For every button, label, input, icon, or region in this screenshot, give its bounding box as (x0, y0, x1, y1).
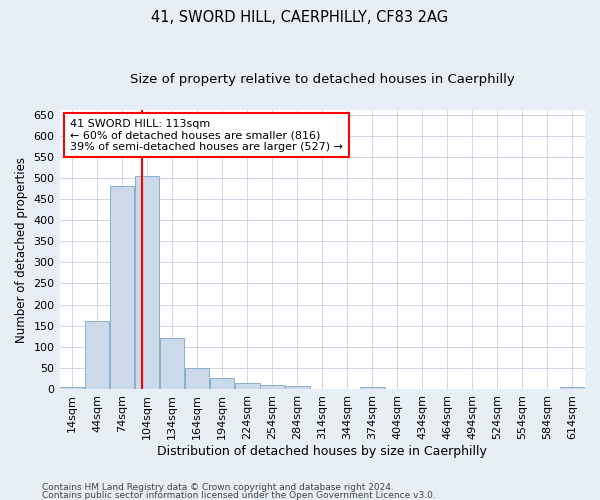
X-axis label: Distribution of detached houses by size in Caerphilly: Distribution of detached houses by size … (157, 444, 487, 458)
Bar (185, 368, 209, 389)
Y-axis label: Number of detached properties: Number of detached properties (15, 156, 28, 342)
Bar (210, 378, 235, 389)
Text: Contains HM Land Registry data © Crown copyright and database right 2024.: Contains HM Land Registry data © Crown c… (42, 484, 394, 492)
Bar (560, 387, 585, 389)
Bar (85, 322, 109, 389)
Bar (360, 387, 385, 389)
Bar (160, 338, 184, 389)
Bar (60, 387, 85, 389)
Title: Size of property relative to detached houses in Caerphilly: Size of property relative to detached ho… (130, 72, 515, 86)
Bar (260, 384, 284, 389)
Text: Contains public sector information licensed under the Open Government Licence v3: Contains public sector information licen… (42, 491, 436, 500)
Text: 41, SWORD HILL, CAERPHILLY, CF83 2AG: 41, SWORD HILL, CAERPHILLY, CF83 2AG (151, 10, 449, 25)
Bar (285, 386, 310, 389)
Bar (235, 382, 260, 389)
Bar (110, 186, 134, 389)
Bar (135, 176, 160, 389)
Text: 41 SWORD HILL: 113sqm
← 60% of detached houses are smaller (816)
39% of semi-det: 41 SWORD HILL: 113sqm ← 60% of detached … (70, 118, 343, 152)
